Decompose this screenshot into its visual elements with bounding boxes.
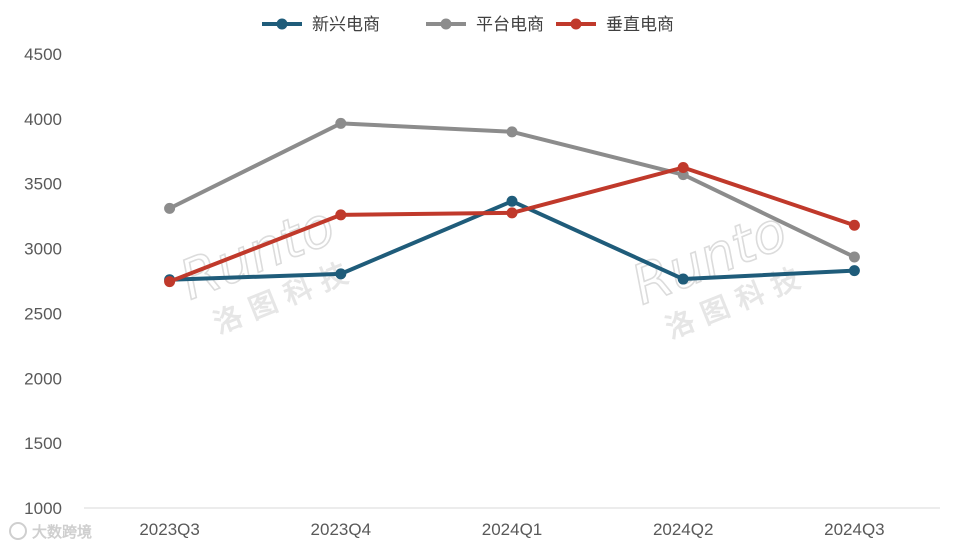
corner-watermark-text: 大数跨境 — [32, 523, 92, 541]
axes-layer: 1000 1500 2000 2500 3000 3500 4000 4500 2023Q3 20… — [24, 45, 940, 539]
corner-logo-icon — [9, 522, 27, 540]
x-tick-label: 2024Q1 — [482, 520, 543, 539]
x-tick-label: 2023Q4 — [311, 520, 372, 539]
data-point — [335, 209, 347, 221]
data-point — [848, 251, 860, 263]
legend: 新兴电商 平台电商 垂直电商 — [262, 15, 674, 35]
y-tick-label: 2000 — [24, 369, 62, 388]
data-point — [506, 207, 518, 219]
series-1 — [164, 117, 860, 263]
y-tick-label: 4500 — [24, 45, 62, 64]
y-tick-label: 1000 — [24, 499, 62, 518]
legend-swatch-marker — [440, 18, 452, 30]
data-point — [677, 162, 689, 173]
data-point — [335, 117, 347, 129]
y-tick-label: 1500 — [24, 434, 62, 453]
data-point — [335, 268, 347, 280]
legend-item: 新兴电商 — [262, 15, 380, 35]
legend-label: 新兴电商 — [312, 15, 380, 35]
y-tick-label: 3500 — [24, 175, 62, 194]
data-point — [164, 202, 176, 214]
legend-label: 平台电商 — [476, 15, 544, 35]
data-point — [506, 126, 518, 138]
data-point — [848, 219, 860, 231]
legend-label: 垂直电商 — [606, 15, 674, 35]
legend-item: 垂直电商 — [556, 15, 674, 35]
data-point — [506, 195, 518, 207]
x-tick-label: 2023Q3 — [139, 520, 200, 539]
x-tick-label: 2024Q3 — [824, 520, 885, 539]
data-point — [164, 276, 176, 288]
corner-watermark: 大数跨境 — [9, 522, 92, 541]
x-tick-label: 2024Q2 — [653, 520, 714, 539]
y-tick-label: 4000 — [24, 110, 62, 129]
legend-swatch-marker — [570, 18, 582, 30]
series-layer — [164, 117, 860, 288]
series-2 — [164, 162, 860, 288]
data-point — [677, 273, 689, 285]
y-tick-label: 3000 — [24, 240, 62, 259]
y-tick-label: 2500 — [24, 304, 62, 323]
legend-swatch-marker — [276, 18, 288, 30]
data-point — [848, 265, 860, 277]
legend-item: 平台电商 — [426, 15, 544, 35]
